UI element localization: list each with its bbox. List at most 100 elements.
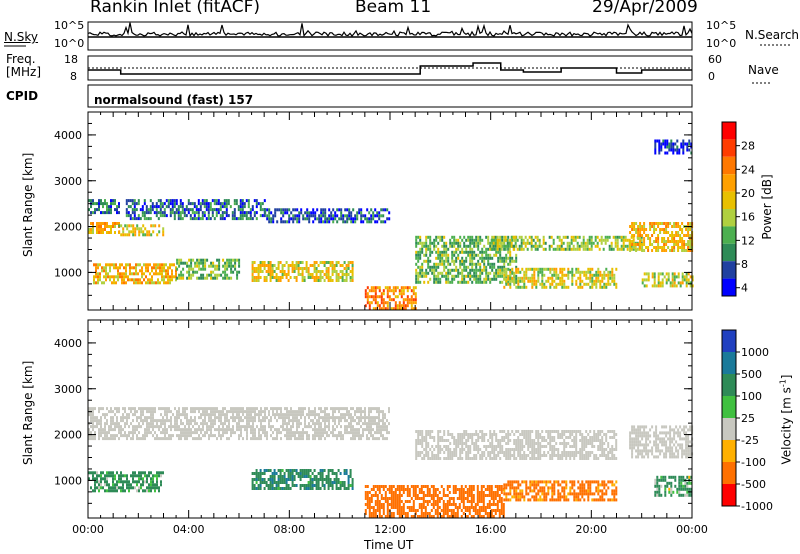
heatmap-cell	[334, 428, 336, 432]
heatmap-cell	[138, 474, 140, 478]
heatmap-cell	[132, 431, 134, 435]
heatmap-cell	[146, 431, 148, 435]
heatmap-cell	[268, 208, 271, 212]
heatmap-cell	[225, 205, 228, 209]
heatmap-cell	[446, 503, 449, 506]
heatmap-cell	[414, 497, 417, 500]
heatmap-cell	[688, 142, 691, 146]
heatmap-cell	[132, 230, 135, 234]
heatmap-cell	[289, 472, 292, 475]
heatmap-cell	[105, 272, 107, 276]
heatmap-cell	[682, 142, 685, 146]
heatmap-cell	[324, 431, 326, 435]
heatmap-cell	[135, 263, 137, 267]
heatmap-cell	[116, 416, 118, 420]
heatmap-cell	[664, 139, 667, 143]
heatmap-cell	[647, 278, 650, 282]
heatmap-cell	[492, 491, 495, 494]
heatmap-cell	[288, 217, 291, 221]
heatmap-cell	[212, 407, 214, 411]
heatmap-cell	[272, 413, 274, 417]
heatmap-cell	[384, 208, 387, 212]
heatmap-cell	[350, 437, 352, 441]
heatmap-cell	[281, 273, 284, 276]
heatmap-cell	[307, 472, 310, 475]
heatmap-cell	[251, 487, 254, 490]
heatmap-cell	[448, 485, 451, 488]
heatmap-cell	[354, 413, 356, 417]
heatmap-cell	[297, 472, 300, 475]
heatmap-cell	[146, 410, 148, 414]
heatmap-cell	[288, 413, 290, 417]
heatmap-cell	[322, 211, 325, 215]
heatmap-cell	[340, 434, 342, 438]
heatmap-cell	[116, 419, 118, 423]
heatmap-cell	[305, 472, 308, 475]
heatmap-cell	[453, 268, 456, 272]
heatmap-cell	[290, 434, 292, 438]
heatmap-cell	[612, 235, 615, 239]
heatmap-cell	[428, 494, 431, 497]
heatmap-cell	[378, 437, 380, 441]
heatmap-cell	[588, 238, 591, 242]
heatmap-cell	[285, 276, 288, 279]
heatmap-cell	[178, 273, 181, 277]
heatmap-cell	[222, 258, 225, 262]
heatmap-cell	[265, 481, 268, 484]
heatmap-cell	[293, 475, 296, 478]
heatmap-cell	[221, 205, 224, 209]
heatmap-cell	[255, 276, 258, 279]
heatmap-cell	[682, 148, 685, 152]
heatmap-cell	[479, 235, 482, 239]
heatmap-cell	[446, 506, 449, 509]
heatmap-cell	[163, 281, 165, 285]
heatmap-cell	[136, 419, 138, 423]
heatmap-cell	[477, 280, 480, 284]
heatmap-cell	[364, 485, 367, 488]
heatmap-cell	[113, 263, 115, 267]
heatmap-cell	[374, 289, 377, 293]
heatmap-cell	[513, 279, 516, 283]
heatmap-cell	[180, 431, 182, 435]
heatmap-cell	[260, 419, 262, 423]
heatmap-cell	[112, 416, 114, 420]
heatmap-cell	[671, 240, 674, 243]
heatmap-cell	[149, 205, 152, 209]
heatmap-cell	[123, 281, 125, 285]
heatmap-cell	[106, 437, 108, 441]
heatmap-cell	[122, 428, 124, 432]
heatmap-cell	[453, 238, 456, 242]
heatmap-cell	[230, 264, 233, 268]
heatmap-cell	[153, 272, 155, 276]
heatmap-cell	[645, 246, 648, 249]
heatmap-cell	[259, 267, 262, 270]
heatmap-cell	[328, 425, 330, 429]
heatmap-cell	[188, 431, 190, 435]
heatmap-cell	[581, 285, 584, 289]
heatmap-cell	[191, 217, 194, 221]
heatmap-cell	[198, 416, 200, 420]
heatmap-cell	[378, 217, 381, 221]
heatmap-cell	[382, 512, 385, 515]
heatmap-cell	[251, 484, 254, 487]
heatmap-cell	[616, 238, 619, 242]
heatmap-cell	[556, 244, 559, 248]
heatmap-cell	[443, 253, 446, 257]
heatmap-cell	[412, 301, 415, 305]
heatmap-cell	[483, 244, 486, 248]
heatmap-cell	[402, 485, 405, 488]
heatmap-cell	[247, 202, 250, 206]
heatmap-cell	[264, 431, 266, 435]
heatmap-cell	[251, 208, 254, 212]
heatmap-cell	[267, 261, 270, 264]
heatmap-cell	[160, 437, 162, 441]
heatmap-cell	[500, 503, 503, 506]
heatmap-cell	[271, 267, 274, 270]
heatmap-cell	[530, 241, 533, 245]
heatmap-cell	[597, 273, 600, 277]
heatmap-cell	[679, 240, 682, 243]
heatmap-cell	[108, 208, 110, 212]
heatmap-cell	[350, 407, 352, 411]
heatmap-cell	[106, 202, 108, 206]
heatmap-cell	[505, 256, 508, 260]
